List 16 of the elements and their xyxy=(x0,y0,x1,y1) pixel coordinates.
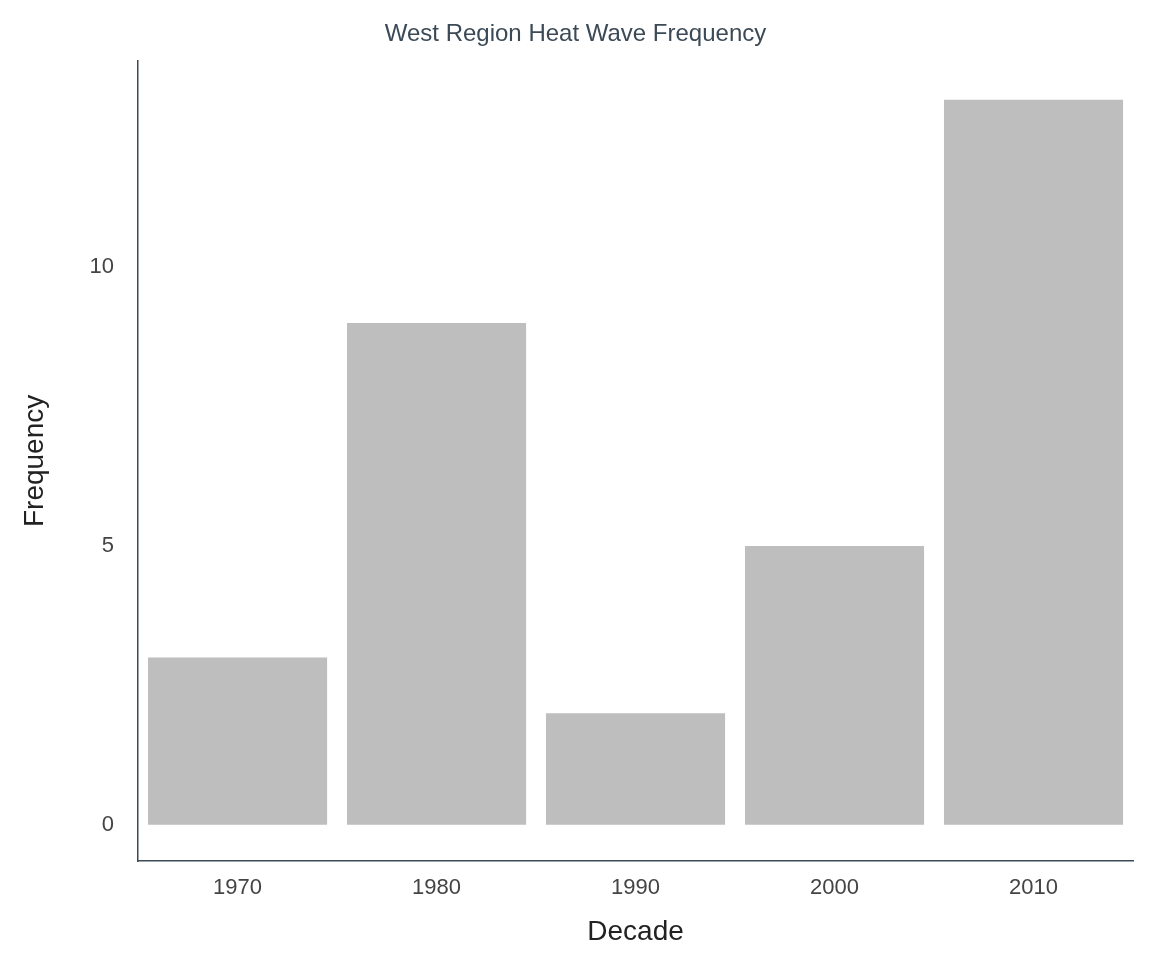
chart-title: West Region Heat Wave Frequency xyxy=(384,19,767,47)
bar xyxy=(148,657,328,825)
x-tick-label: 1990 xyxy=(611,874,661,900)
bar xyxy=(347,322,527,825)
y-tick-label: 5 xyxy=(101,532,115,557)
y-axis-title: Frequency xyxy=(17,394,49,528)
x-tick-label: 1980 xyxy=(412,874,462,900)
bar xyxy=(545,713,726,825)
x-tick-label: 2000 xyxy=(810,874,859,900)
bar xyxy=(943,99,1124,825)
bar xyxy=(744,545,925,825)
x-tick-label: 1970 xyxy=(213,874,263,900)
y-tick-label: 10 xyxy=(89,253,115,279)
y-tick-label: 0 xyxy=(101,810,115,836)
x-axis-title: Decade xyxy=(587,914,684,946)
x-tick-label: 2010 xyxy=(1009,874,1058,900)
